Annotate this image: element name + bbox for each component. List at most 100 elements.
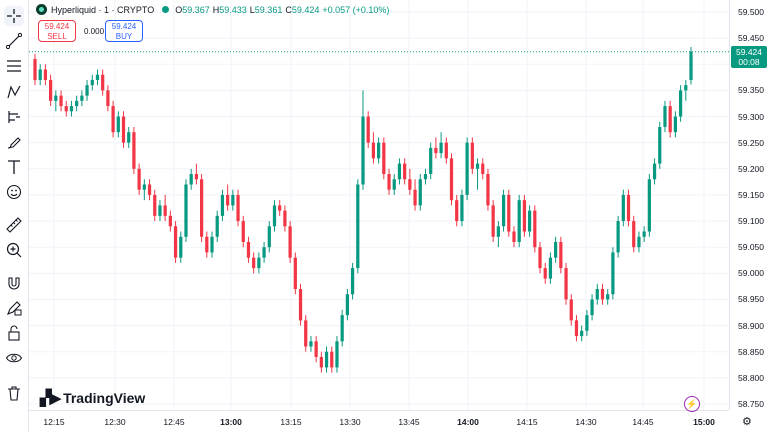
candle bbox=[350, 262, 355, 300]
chart-pane[interactable] bbox=[29, 0, 729, 410]
zoom-icon[interactable] bbox=[4, 240, 24, 260]
candle bbox=[226, 184, 230, 211]
candle-body bbox=[606, 294, 610, 300]
candle-body bbox=[330, 351, 334, 368]
change-value: +0.057 (+0.10%) bbox=[322, 4, 390, 15]
trend-line-icon[interactable] bbox=[4, 31, 24, 51]
candle bbox=[179, 231, 183, 263]
pattern-icon[interactable] bbox=[4, 82, 24, 102]
time-tick-label: 12:45 bbox=[163, 417, 185, 427]
candle-body bbox=[585, 315, 589, 331]
crosshair-icon[interactable] bbox=[4, 6, 24, 26]
candle bbox=[652, 158, 657, 185]
candlestick-chart[interactable] bbox=[29, 0, 729, 410]
lightning-icon[interactable]: ⚡ bbox=[684, 396, 700, 412]
candle-body bbox=[423, 174, 428, 180]
candle-body bbox=[673, 116, 677, 133]
candle-body bbox=[168, 215, 172, 227]
candle-body bbox=[184, 184, 188, 237]
candle-body bbox=[387, 174, 391, 190]
price-tick-label: 59.450 bbox=[738, 33, 764, 44]
candle-body bbox=[106, 90, 110, 107]
candle bbox=[246, 236, 251, 263]
candle bbox=[501, 189, 506, 232]
candle-body bbox=[262, 247, 266, 258]
candle-body bbox=[564, 268, 568, 300]
price-axis[interactable]: 59.50059.45059.40059.35059.30059.25059.2… bbox=[729, 0, 768, 410]
candle bbox=[231, 189, 235, 211]
candle-body bbox=[163, 205, 167, 216]
candle-body bbox=[257, 257, 261, 269]
candle bbox=[512, 226, 516, 248]
lock-drawing-icon[interactable] bbox=[4, 298, 24, 318]
candle-body bbox=[512, 231, 516, 242]
sell-button[interactable]: 59.424 SELL bbox=[38, 20, 76, 42]
candle-body bbox=[559, 241, 563, 269]
candle bbox=[361, 90, 365, 190]
candle-body bbox=[43, 69, 48, 80]
candle bbox=[168, 210, 172, 232]
tradingview-logo[interactable]: ▞▶ TradingView bbox=[40, 389, 145, 407]
candle-body bbox=[554, 241, 558, 258]
lock-icon[interactable] bbox=[4, 323, 24, 343]
candle-body bbox=[49, 79, 53, 101]
candle bbox=[163, 194, 167, 222]
candle-body bbox=[80, 95, 84, 101]
candle bbox=[444, 137, 448, 164]
candle-body bbox=[522, 200, 527, 232]
high-value: 59.433 bbox=[219, 4, 247, 15]
candle-body bbox=[658, 126, 662, 164]
price-tick-label: 59.150 bbox=[738, 189, 764, 200]
candle bbox=[75, 95, 79, 112]
candle bbox=[668, 100, 672, 138]
candle-body bbox=[481, 163, 485, 175]
candle bbox=[543, 262, 547, 284]
buy-button[interactable]: 59.424 BUY bbox=[105, 20, 143, 42]
price-tick-label: 59.350 bbox=[738, 85, 764, 96]
candle bbox=[626, 189, 631, 227]
prediction-icon[interactable] bbox=[4, 107, 24, 127]
candle-body bbox=[434, 147, 438, 154]
candle bbox=[33, 53, 37, 86]
hyperliquid-logo-icon bbox=[36, 4, 47, 15]
candle-body bbox=[309, 341, 313, 347]
candle bbox=[491, 200, 495, 242]
emoji-icon[interactable] bbox=[4, 182, 24, 202]
candle-body bbox=[189, 174, 193, 185]
fib-retracement-icon[interactable] bbox=[4, 56, 24, 76]
candle bbox=[527, 205, 532, 237]
brush-icon[interactable] bbox=[4, 132, 24, 152]
time-tick-label: 13:30 bbox=[339, 417, 361, 427]
eye-icon[interactable] bbox=[4, 348, 24, 368]
candle bbox=[600, 283, 605, 305]
candle-body bbox=[465, 142, 469, 195]
candle-body bbox=[246, 241, 251, 258]
trash-icon[interactable] bbox=[4, 383, 24, 403]
candle bbox=[455, 194, 459, 227]
time-axis[interactable]: 12:15 12:30 12:45 13:00 13:15 13:30 13:45 14:00… bbox=[29, 410, 729, 433]
candle-body bbox=[231, 194, 235, 206]
magnet-icon[interactable] bbox=[4, 273, 24, 293]
candle bbox=[43, 64, 48, 86]
gear-icon[interactable]: ⚙ bbox=[742, 416, 752, 428]
candle bbox=[324, 346, 329, 373]
candle-body bbox=[142, 184, 146, 190]
candle bbox=[288, 221, 292, 263]
candle bbox=[460, 189, 464, 227]
candle-body bbox=[158, 205, 162, 216]
candle-body bbox=[298, 289, 303, 321]
candle-body bbox=[111, 106, 115, 133]
candle bbox=[111, 100, 115, 138]
ruler-icon[interactable] bbox=[4, 215, 24, 235]
high-label: H bbox=[212, 4, 220, 15]
candle-body bbox=[548, 257, 553, 279]
candle bbox=[116, 111, 120, 138]
candle-body bbox=[267, 226, 271, 248]
candle-body bbox=[324, 351, 329, 368]
text-icon[interactable] bbox=[4, 157, 24, 177]
symbol-title[interactable]: Hyperliquid · 1 · CRYPTO bbox=[51, 4, 155, 15]
price-tick-label: 59.050 bbox=[738, 242, 764, 253]
tradingview-logo-icon: ▞▶ bbox=[40, 390, 61, 407]
candle-body bbox=[486, 174, 490, 206]
candle bbox=[121, 111, 126, 148]
